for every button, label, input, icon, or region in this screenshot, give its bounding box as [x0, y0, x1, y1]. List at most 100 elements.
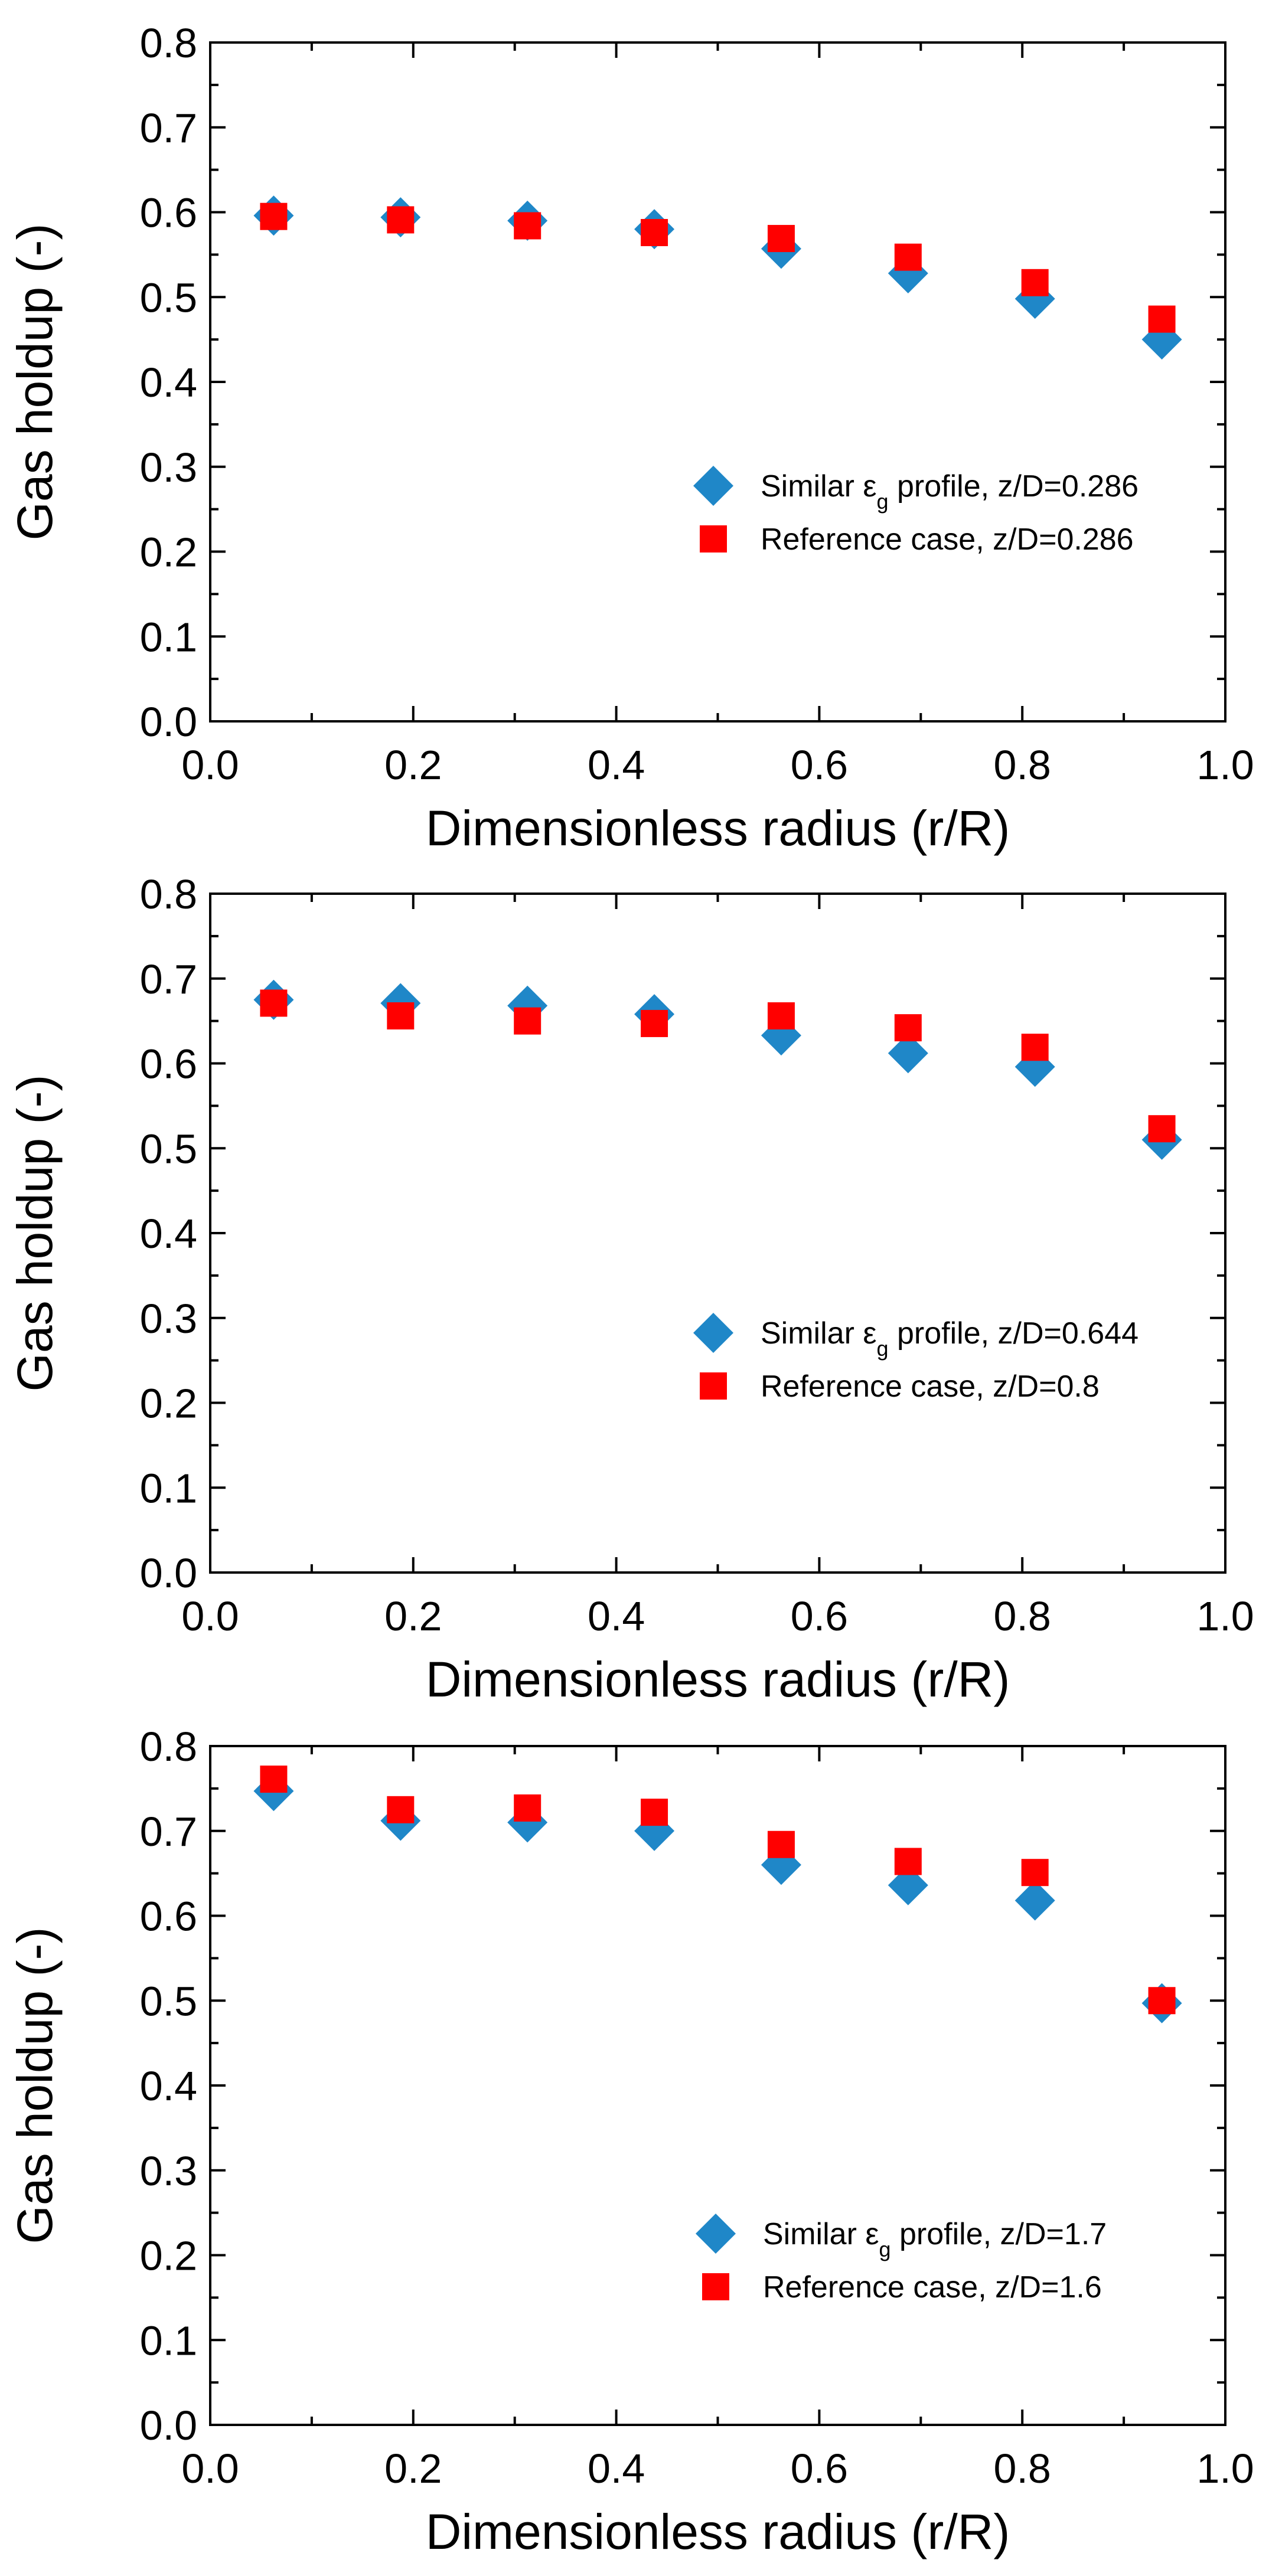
x-tick-label: 0.0 — [181, 2446, 239, 2492]
legend-marker-diamond — [693, 1313, 733, 1353]
y-tick-label: 0.6 — [140, 1041, 197, 1087]
y-tick-label: 0.2 — [140, 2233, 197, 2279]
data-point-square — [894, 1848, 922, 1875]
data-point-diamond — [888, 1033, 928, 1074]
legend-marker-square — [702, 2273, 729, 2300]
data-point-square — [387, 1796, 415, 1823]
x-tick-label: 0.8 — [994, 742, 1051, 788]
data-point-square — [767, 225, 795, 253]
legend-marker-square — [700, 525, 727, 553]
data-point-square — [1148, 305, 1176, 333]
y-tick-label: 0.0 — [140, 699, 197, 745]
data-point-square — [641, 1009, 668, 1037]
data-point-square — [1021, 269, 1049, 296]
data-point-square — [641, 1799, 668, 1826]
legend-label: Similar εg profile, z/D=0.644 — [761, 1316, 1139, 1361]
legend-label: Reference case, z/D=0.286 — [761, 522, 1134, 557]
y-axis-title: Gas holdup (-) — [7, 1075, 63, 1392]
data-point-square — [1148, 1115, 1176, 1143]
data-point-square — [1148, 1987, 1176, 2015]
x-tick-label: 0.0 — [181, 1593, 239, 1639]
x-axis-title: Dimensionless radius (r/R) — [426, 800, 1010, 856]
legend-marker-square — [700, 1372, 727, 1400]
y-tick-label: 0.4 — [140, 2063, 197, 2109]
y-tick-label: 0.8 — [140, 1724, 197, 1770]
data-point-diamond — [1014, 1880, 1055, 1921]
y-tick-label: 0.5 — [140, 1978, 197, 2024]
x-tick-label: 0.6 — [791, 1593, 848, 1639]
data-point-square — [514, 1007, 541, 1035]
chart-panel-3: 0.0 0.2 0.4 0.6 0.8 1.0 0.0 0.1 0.2 0.3 0.4 0.5 0.6 0… — [7, 1724, 1254, 2559]
y-tick-label: 0.7 — [140, 956, 197, 1002]
data-point-square — [1021, 1859, 1049, 1887]
y-axis-title: Gas holdup (-) — [7, 1927, 63, 2244]
x-tick-label: 0.6 — [791, 2446, 848, 2492]
y-tick-label: 0.0 — [140, 2402, 197, 2448]
y-tick-label: 0.5 — [140, 274, 197, 321]
x-tick-label: 1.0 — [1196, 2446, 1254, 2492]
x-tick-label: 1.0 — [1196, 742, 1254, 788]
series-reference — [260, 1766, 1176, 2015]
legend: Similar εg profile, z/D=0.286 Reference c… — [693, 466, 1139, 557]
x-tick-label: 0.2 — [384, 742, 442, 788]
y-tick-label: 0.0 — [140, 1550, 197, 1596]
chart-panel-2: 0.0 0.2 0.4 0.6 0.8 1.0 0.0 0.1 0.2 0.3 0.4 0.5 0.6 0… — [7, 871, 1254, 1707]
x-tick-label: 0.6 — [791, 742, 848, 788]
y-tick-label: 0.7 — [140, 1809, 197, 1855]
x-tick-label: 0.4 — [588, 2446, 645, 2492]
data-point-square — [767, 1002, 795, 1029]
x-tick-label: 0.4 — [588, 742, 645, 788]
legend-label: Reference case, z/D=0.8 — [761, 1369, 1100, 1404]
data-point-square — [514, 1794, 541, 1822]
data-point-square — [260, 1766, 288, 1793]
x-tick-label: 0.8 — [994, 1593, 1051, 1639]
y-tick-label: 0.3 — [140, 1296, 197, 1342]
legend-marker-diamond — [696, 2214, 736, 2254]
x-axis-title: Dimensionless radius (r/R) — [426, 2504, 1010, 2559]
series-reference — [260, 202, 1176, 333]
legend-label: Reference case, z/D=1.6 — [763, 2270, 1102, 2304]
data-point-diamond — [888, 1865, 928, 1905]
legend: Similar εg profile, z/D=0.644 Reference c… — [693, 1313, 1139, 1404]
data-point-square — [260, 202, 288, 230]
plot-frame — [209, 41, 1226, 723]
chart-panel-1: 0.0 0.2 0.4 0.6 0.8 1.0 0.0 0.1 0.2 0.3 0.4 0.5 0.6 0… — [7, 20, 1254, 856]
y-tick-label: 0.6 — [140, 190, 197, 236]
x-tick-label: 1.0 — [1196, 1593, 1254, 1639]
data-point-square — [894, 1014, 922, 1042]
data-point-square — [641, 219, 668, 246]
data-point-square — [387, 1002, 415, 1029]
y-tick-label: 0.1 — [140, 614, 197, 660]
data-point-square — [260, 989, 288, 1017]
plot-frame — [209, 1745, 1226, 2426]
x-axis-title: Dimensionless radius (r/R) — [426, 1652, 1010, 1707]
data-point-square — [767, 1830, 795, 1858]
y-tick-label: 0.8 — [140, 871, 197, 917]
x-tick-label: 0.0 — [181, 742, 239, 788]
y-tick-label: 0.4 — [140, 1211, 197, 1257]
legend-marker-diamond — [693, 466, 733, 506]
y-tick-label: 0.3 — [140, 2148, 197, 2194]
data-point-square — [894, 243, 922, 271]
y-axis-title: Gas holdup (-) — [7, 224, 63, 541]
data-point-square — [387, 206, 415, 234]
legend-label: Similar εg profile, z/D=1.7 — [763, 2217, 1107, 2261]
plot-frame — [209, 893, 1226, 1574]
y-tick-label: 0.1 — [140, 2317, 197, 2363]
legend: Similar εg profile, z/D=1.7 Reference cas… — [696, 2214, 1107, 2304]
y-tick-label: 0.4 — [140, 359, 197, 406]
x-tick-label: 0.8 — [994, 2446, 1051, 2492]
y-tick-label: 0.5 — [140, 1126, 197, 1172]
y-tick-label: 0.1 — [140, 1465, 197, 1511]
y-tick-label: 0.7 — [140, 105, 197, 151]
y-tick-label: 0.6 — [140, 1894, 197, 1940]
y-tick-label: 0.3 — [140, 444, 197, 491]
data-point-square — [1021, 1034, 1049, 1061]
x-tick-label: 0.2 — [384, 2446, 442, 2492]
series-reference — [260, 989, 1176, 1143]
x-tick-label: 0.4 — [588, 1593, 645, 1639]
x-tick-label: 0.2 — [384, 1593, 442, 1639]
y-tick-label: 0.2 — [140, 1381, 197, 1427]
y-tick-label: 0.8 — [140, 20, 197, 66]
